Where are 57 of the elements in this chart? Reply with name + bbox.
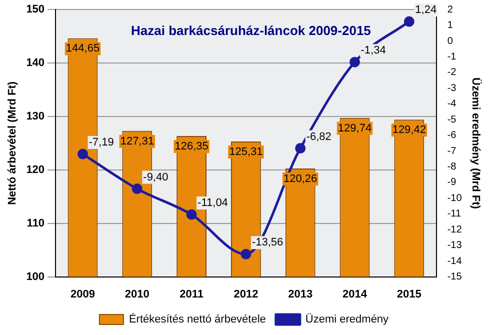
y2-tick-label: -9	[447, 177, 457, 188]
data-label: -7,19	[88, 136, 114, 149]
x-tick-label: 2015	[396, 288, 422, 300]
data-label: 127,31	[120, 135, 154, 148]
data-label: -9,40	[143, 171, 168, 184]
y2-tick-label: -1	[447, 52, 457, 63]
point	[295, 142, 306, 154]
y2-tick-label: -13	[447, 240, 462, 252]
y-tick-label: 120	[26, 164, 45, 176]
x-tick-label: 2010	[124, 288, 150, 300]
y-tick-label: 130	[26, 110, 45, 123]
point	[404, 16, 414, 27]
y2-tick-label: -2	[447, 67, 457, 78]
y2-tick-label: -3	[447, 82, 457, 94]
y2-tick-label: -14	[447, 256, 462, 267]
x-tick-label: 2012	[234, 288, 258, 300]
legend-label: Üzemi eredmény	[305, 312, 390, 326]
x-tick-label: 2014	[342, 288, 368, 300]
y2-tick-label: 0	[447, 36, 454, 47]
data-label: 129,42	[392, 124, 426, 136]
data-label: -1,34	[360, 44, 386, 57]
point	[132, 184, 142, 194]
y2-tick-label: -5	[447, 114, 457, 126]
y-tick-label: 100	[26, 270, 45, 283]
y-tick-label: 110	[26, 217, 45, 230]
y2-tick-label: -6	[447, 130, 457, 142]
y-tick-label: 150	[26, 4, 45, 16]
data-label: 144,65	[66, 42, 100, 55]
y2-axis-title: Üzemi eredmény (Mrd Ft)	[469, 77, 482, 210]
point	[350, 56, 360, 68]
point	[78, 148, 88, 160]
y2-tick-label: 1	[447, 20, 454, 32]
text: Hazai barkácsáruház-láncok 2009-2015	[130, 23, 371, 38]
y-axis-title: Nettó árbevétel (Mrd Ft)	[6, 81, 19, 205]
y2-tick-label: -10	[447, 192, 462, 204]
point	[186, 209, 197, 220]
y2-tick-label: -7	[447, 146, 457, 157]
data-label: 120,26	[284, 173, 318, 186]
y2-tick-label: 2	[447, 4, 454, 16]
y2-tick-label: -4	[447, 98, 457, 110]
y2-tick-label: -11	[447, 208, 462, 220]
data-label: 126,35	[174, 140, 208, 153]
data-label: -11,04	[198, 197, 228, 210]
y-tick-label: 140	[26, 57, 45, 70]
y2-tick-label: -8	[447, 162, 457, 173]
data-label: 125,31	[229, 146, 263, 158]
point	[240, 248, 252, 260]
data-label: -6,82	[306, 130, 332, 143]
data-label: 1,24	[415, 4, 437, 16]
y2-tick-label: -15	[447, 272, 462, 283]
x-tick-label: 2009	[70, 288, 95, 300]
legend-label: Értékesítés nettó árbevétele	[128, 312, 266, 326]
data-label: 129,74	[338, 122, 372, 134]
x-tick-label: 2013	[288, 288, 313, 300]
data-label: -13,56	[252, 236, 284, 249]
x-tick-label: 2011	[180, 288, 204, 300]
y2-tick-label: -12	[447, 224, 462, 236]
